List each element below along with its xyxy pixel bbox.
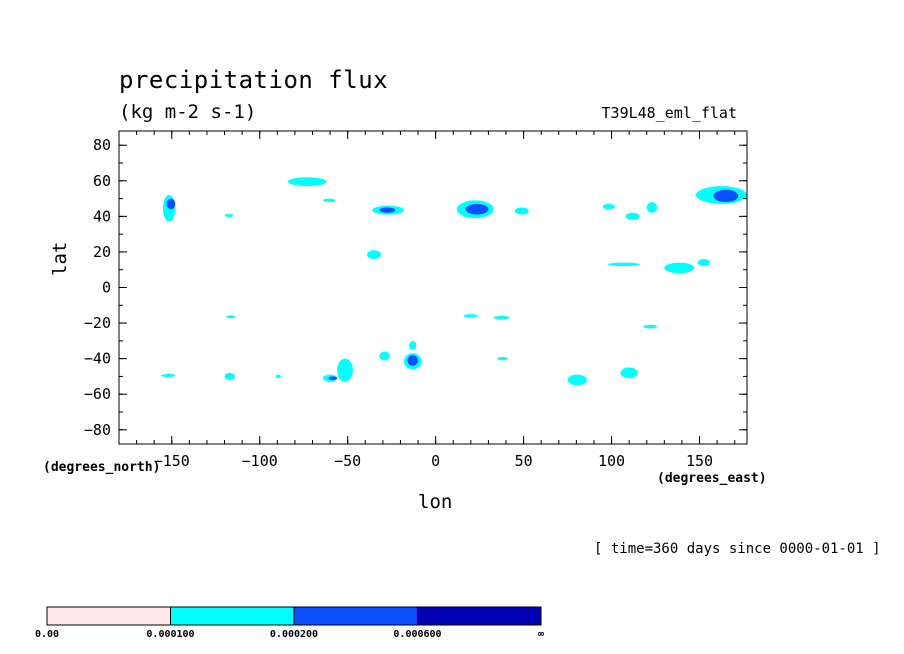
precip-region-29: [226, 315, 236, 319]
x-tick-label: 100: [598, 452, 625, 470]
precip-region-31: [379, 207, 396, 213]
y-tick-label: 40: [93, 207, 111, 225]
precip-region-23: [463, 314, 478, 318]
precip-region-18: [337, 358, 353, 382]
run-name: T39L48_eml_flat: [601, 104, 737, 122]
colorbar-level-label: 0.000100: [146, 629, 195, 640]
x-units-note: (degrees_east): [657, 471, 767, 486]
precip-region-30: [166, 198, 176, 210]
x-tick-label: −50: [334, 452, 361, 470]
precip-region-9: [625, 212, 640, 220]
precip-region-32: [465, 203, 489, 215]
y-tick-label: −60: [84, 385, 111, 403]
colorbar-level-label: 0.000200: [269, 629, 319, 640]
y-tick-label: −40: [84, 350, 111, 368]
x-tick-label: −100: [242, 452, 278, 470]
precip-region-20: [161, 374, 176, 378]
precip-region-34: [407, 355, 419, 366]
precip-region-35: [328, 376, 338, 380]
precip-region-28: [643, 324, 658, 329]
y-tick-label: 80: [93, 136, 111, 154]
precip-region-27: [620, 367, 638, 379]
y-tick-label: 60: [93, 172, 111, 190]
chart-title: precipitation flux: [119, 66, 389, 94]
precip-region-12: [608, 262, 640, 267]
precip-region-33: [713, 189, 739, 203]
colorbar-level-label: ∞: [537, 629, 545, 640]
plot-frame: [118, 130, 748, 445]
x-tick-label: 150: [686, 452, 713, 470]
colorbar-segment-0: [46, 606, 171, 626]
precip-region-13: [664, 262, 695, 274]
precip-region-14: [697, 259, 711, 267]
time-note: [ time=360 days since 0000-01-01 ]: [594, 541, 881, 557]
x-axis-label: lon: [418, 491, 453, 513]
colorbar-segment-2: [293, 606, 418, 626]
y-tick-label: −80: [84, 421, 111, 439]
precip-region-2: [287, 177, 327, 187]
x-tick-label: −150: [154, 452, 190, 470]
precip-region-17: [379, 351, 390, 361]
precip-region-3: [323, 198, 336, 203]
precip-region-26: [567, 374, 587, 386]
precip-region-1: [224, 213, 234, 217]
colorbar-level-label: 0.00: [34, 629, 60, 640]
precip-region-7: [514, 207, 529, 215]
precip-region-16: [409, 340, 417, 350]
colorbar-segment-1: [170, 606, 295, 626]
y-tick-label: 0: [102, 279, 111, 297]
precip-region-21: [224, 372, 236, 380]
precip-region-24: [493, 315, 510, 320]
colorbar-level-label: 0.000600: [393, 629, 442, 640]
precip-region-5: [367, 250, 382, 260]
y-units-note: (degrees_north): [43, 460, 161, 475]
y-tick-label: −20: [84, 314, 111, 332]
chart-units: (kg m-2 s-1): [119, 101, 257, 123]
x-tick-label: 50: [515, 452, 533, 470]
x-tick-label: 0: [431, 452, 440, 470]
colorbar-segment-3: [417, 606, 542, 626]
precip-region-8: [602, 203, 616, 210]
precip-region-10: [646, 202, 658, 213]
precip-region-22: [275, 374, 281, 379]
precip-region-25: [497, 356, 508, 361]
y-tick-label: 20: [93, 243, 111, 261]
